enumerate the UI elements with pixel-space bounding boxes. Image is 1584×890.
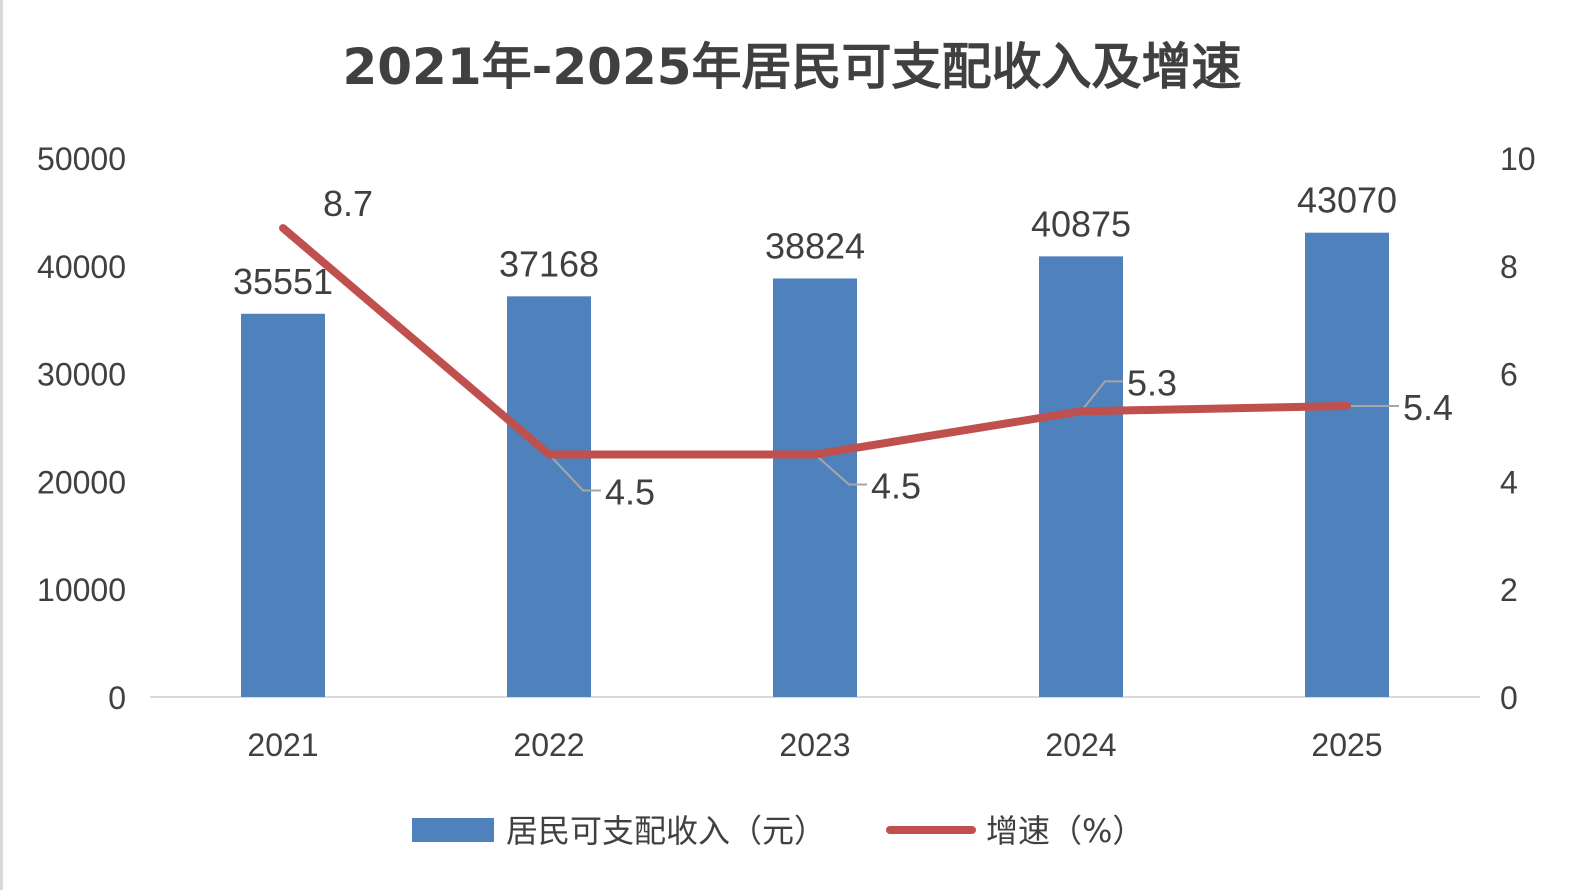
x-tick-label: 2022 [513,727,584,763]
y-right-tick-label: 10 [1500,141,1536,177]
y-right-tick-label: 8 [1500,249,1518,285]
bar-value-label: 37168 [499,243,599,284]
bar-2023 [773,278,857,697]
y-right-tick-label: 2 [1500,572,1518,608]
growth-line [279,224,1351,459]
data-label-leader [1080,380,1123,412]
bar-value-label: 38824 [765,225,865,266]
x-tick-label: 2021 [247,727,318,763]
y-right-tick-label: 6 [1500,357,1518,393]
legend-label-bar: 居民可支配收入（元） [506,812,826,850]
data-label-leader [814,453,867,486]
legend-label-line: 增速（%） [986,812,1144,850]
bar-2022 [507,296,591,697]
frame-border [0,0,3,890]
x-tick-label: 2023 [779,727,850,763]
y-right-tick-label: 4 [1500,464,1518,500]
line-value-label: 8.7 [323,183,373,224]
bar-2021 [241,313,325,697]
y-left-tick-label: 20000 [37,464,126,500]
data-label-leader [548,453,601,492]
bar-2025 [1305,232,1389,698]
bar-2024 [1039,256,1123,697]
chart-title: 2021年-2025年居民可支配收入及增速 [342,38,1241,96]
bar-value-label: 43070 [1297,180,1397,221]
x-tick-label: 2025 [1311,727,1382,763]
y-left-tick-label: 50000 [37,141,126,177]
line-value-label: 5.4 [1403,387,1453,428]
bar-value-label: 40875 [1031,203,1131,244]
line-value-label: 5.3 [1127,362,1177,403]
x-tick-label: 2024 [1045,727,1116,763]
line-value-label: 4.5 [605,471,655,512]
y-left-tick-label: 30000 [37,357,126,393]
y-right-tick-label: 0 [1500,680,1518,716]
y-left-tick-label: 40000 [37,249,126,285]
legend-swatch-bar [412,818,494,842]
y-left-tick-label: 10000 [37,572,126,608]
line-value-label: 4.5 [871,465,921,506]
y-left-tick-label: 0 [108,680,126,716]
bar-value-label: 35551 [233,261,333,302]
